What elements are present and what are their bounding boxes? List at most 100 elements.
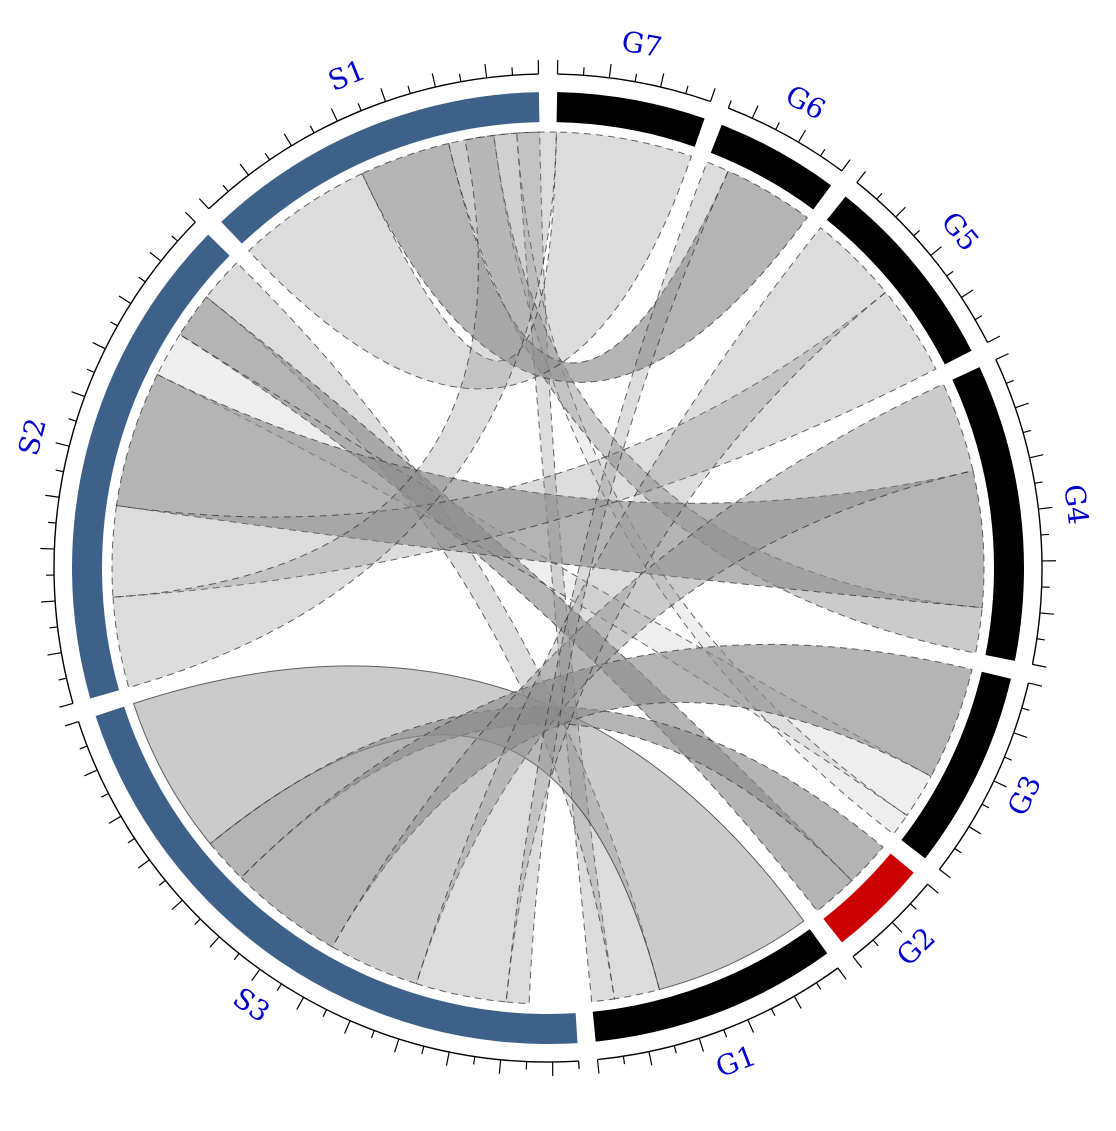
sector-G7	[556, 92, 705, 147]
tick-G1	[622, 1056, 626, 1065]
tick-S1	[407, 85, 411, 94]
tick-G4	[1015, 402, 1029, 409]
tick-G5	[895, 206, 906, 218]
axis-S2	[53, 221, 196, 704]
tick-S3	[79, 745, 88, 750]
tick-S2	[110, 321, 118, 327]
tick-S1	[431, 73, 437, 88]
tick-G4	[1005, 379, 1014, 384]
axis-G6	[728, 107, 843, 172]
tick-G4	[1029, 454, 1044, 459]
tick-S2	[184, 211, 196, 223]
tick-G6	[751, 105, 759, 119]
tick-S1	[309, 125, 315, 134]
sector-label-G5: G5	[935, 206, 986, 258]
link-S2-G7	[112, 131, 557, 689]
tick-G4	[995, 353, 1009, 361]
tick-G3	[993, 780, 1007, 788]
tick-G5	[946, 270, 954, 277]
tick-G2	[852, 956, 863, 968]
sector-G2	[823, 853, 914, 943]
tick-G6	[841, 159, 851, 172]
tick-G5	[876, 192, 883, 200]
tick-G1	[747, 1019, 755, 1033]
tick-G4	[1036, 638, 1045, 641]
tick-S1	[283, 133, 293, 147]
tick-G5	[987, 335, 1001, 344]
tick-S3	[209, 936, 220, 948]
sector-label-S1: S1	[323, 53, 370, 98]
sector-S1	[221, 92, 540, 244]
ribbon-layer	[111, 131, 985, 1005]
tick-S2	[92, 342, 106, 350]
tick-G4	[1039, 612, 1054, 615]
tick-S2	[171, 235, 179, 242]
tick-S2	[41, 600, 56, 603]
tick-G2	[872, 939, 879, 947]
tick-G1	[723, 1029, 728, 1038]
sector-label-G6: G6	[780, 78, 831, 126]
tick-S3	[194, 918, 201, 926]
sector-G5	[826, 196, 972, 365]
sector-G1	[592, 929, 828, 1042]
tick-S3	[322, 1009, 328, 1018]
tick-G1	[837, 967, 847, 980]
axis-layer	[40, 60, 1056, 1076]
tick-S2	[45, 494, 60, 498]
tick-G3	[968, 826, 982, 835]
tick-G3	[1021, 707, 1030, 711]
tick-G4	[1034, 481, 1043, 484]
sector-layer	[72, 92, 1025, 1044]
tick-S2	[59, 702, 74, 708]
tick-G4	[1032, 663, 1047, 668]
tick-S1	[357, 103, 362, 111]
axis-G7	[557, 73, 711, 103]
tick-S2	[48, 521, 57, 524]
tick-S2	[138, 276, 146, 283]
tick-S3	[64, 720, 79, 727]
tick-G7	[709, 88, 716, 102]
tick-S1	[198, 198, 210, 210]
tick-G3	[1004, 756, 1012, 761]
tick-G5	[961, 289, 974, 299]
tick-S3	[251, 968, 261, 981]
tick-G6	[819, 148, 826, 157]
sector-G4	[952, 367, 1025, 661]
sector-label-G1: G1	[711, 1039, 760, 1084]
sector-S2	[72, 234, 230, 699]
tick-S3	[473, 1056, 476, 1065]
link-S3-G3	[240, 643, 973, 948]
tick-S3	[370, 1030, 375, 1039]
tick-S2	[55, 469, 64, 473]
tick-G5	[856, 171, 867, 183]
link-S1-G1	[516, 131, 616, 1003]
tick-S3	[127, 837, 135, 844]
tick-G1	[793, 995, 802, 1009]
tick-S1	[458, 73, 462, 82]
link-S3-G5	[415, 227, 887, 1003]
tick-S2	[86, 368, 95, 373]
tick-G6	[727, 100, 732, 109]
sector-G3	[901, 671, 1011, 859]
tick-S1	[511, 67, 514, 76]
link-S3-G6	[505, 161, 729, 1005]
sector-label-G3: G3	[1001, 770, 1048, 820]
tick-G1	[673, 1045, 677, 1054]
tick-S2	[71, 391, 85, 398]
tick-S2	[47, 652, 62, 656]
tick-G7	[582, 67, 585, 76]
link-S3-G4	[331, 383, 974, 985]
tick-G2	[909, 903, 917, 910]
axis-G1	[597, 967, 839, 1061]
axis-G2	[852, 883, 929, 958]
tick-G3	[954, 847, 962, 854]
axis-S1	[208, 73, 539, 210]
tick-S2	[40, 547, 55, 550]
tick-S3	[394, 1038, 400, 1053]
tick-G5	[974, 315, 983, 321]
tick-G4	[1040, 533, 1049, 536]
link-S1-G6	[361, 142, 809, 383]
tick-S3	[84, 769, 98, 777]
tick-S1	[330, 108, 338, 122]
